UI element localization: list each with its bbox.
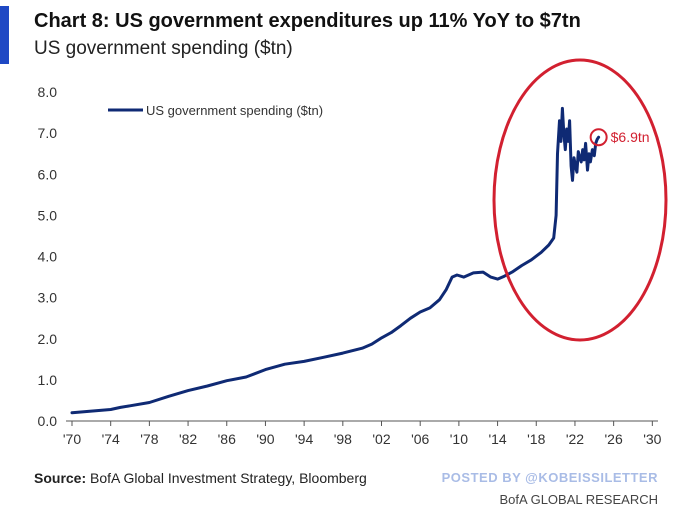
y-tick-label: 8.0 — [38, 84, 58, 100]
legend: US government spending ($tn) — [108, 103, 323, 118]
x-tick-label: '26 — [605, 431, 623, 447]
x-tick-label: '90 — [256, 431, 274, 447]
x-tick-label: '22 — [566, 431, 584, 447]
y-tick-label: 1.0 — [38, 372, 58, 388]
x-tick-label: '86 — [218, 431, 236, 447]
posted-by-watermark: POSTED BY @KOBEISSILETTER — [441, 470, 658, 485]
series-line-us-government-spending — [70, 106, 601, 415]
x-tick-label: '10 — [450, 431, 468, 447]
x-tick-label: '06 — [411, 431, 429, 447]
chart-title: Chart 8: US government expenditures up 1… — [34, 10, 581, 32]
x-axis: '70 '74 '78 '82 '86 '90 '94 '98 '02 '06 '10 '14 '18 '… — [63, 421, 662, 447]
legend-label: US government spending ($tn) — [146, 103, 323, 118]
x-tick-label: '30 — [643, 431, 661, 447]
y-tick-label: 0.0 — [38, 413, 58, 429]
x-tick-label: '74 — [102, 431, 120, 447]
x-tick-label: '98 — [334, 431, 352, 447]
brand-label: BofA GLOBAL RESEARCH — [499, 492, 658, 507]
source-text: BofA Global Investment Strategy, Bloombe… — [86, 470, 367, 486]
y-tick-label: 7.0 — [38, 125, 58, 141]
x-tick-label: '14 — [488, 431, 506, 447]
y-axis: 0.0 1.0 2.0 3.0 4.0 5.0 6.0 7.0 8.0 — [38, 84, 58, 429]
y-tick-label: 6.0 — [38, 166, 58, 182]
x-tick-label: '78 — [140, 431, 158, 447]
y-tick-label: 4.0 — [38, 249, 58, 265]
x-tick-label: '18 — [527, 431, 545, 447]
chart-subtitle: US government spending ($tn) — [34, 38, 293, 59]
x-tick-label: '70 — [63, 431, 81, 447]
y-tick-label: 2.0 — [38, 331, 58, 347]
title-accent-bar — [0, 6, 9, 64]
y-tick-label: 5.0 — [38, 207, 58, 223]
highlight-ellipse — [492, 58, 668, 342]
y-tick-label: 3.0 — [38, 290, 58, 306]
annotation-circle — [589, 128, 608, 147]
source-label: Source: — [34, 470, 87, 486]
source-note: Source: BofA Global Investment Strategy,… — [34, 470, 367, 486]
x-tick-label: '02 — [372, 431, 390, 447]
annotation-label: $6.9tn — [611, 129, 650, 145]
x-tick-label: '94 — [295, 431, 313, 447]
x-tick-label: '82 — [179, 431, 197, 447]
